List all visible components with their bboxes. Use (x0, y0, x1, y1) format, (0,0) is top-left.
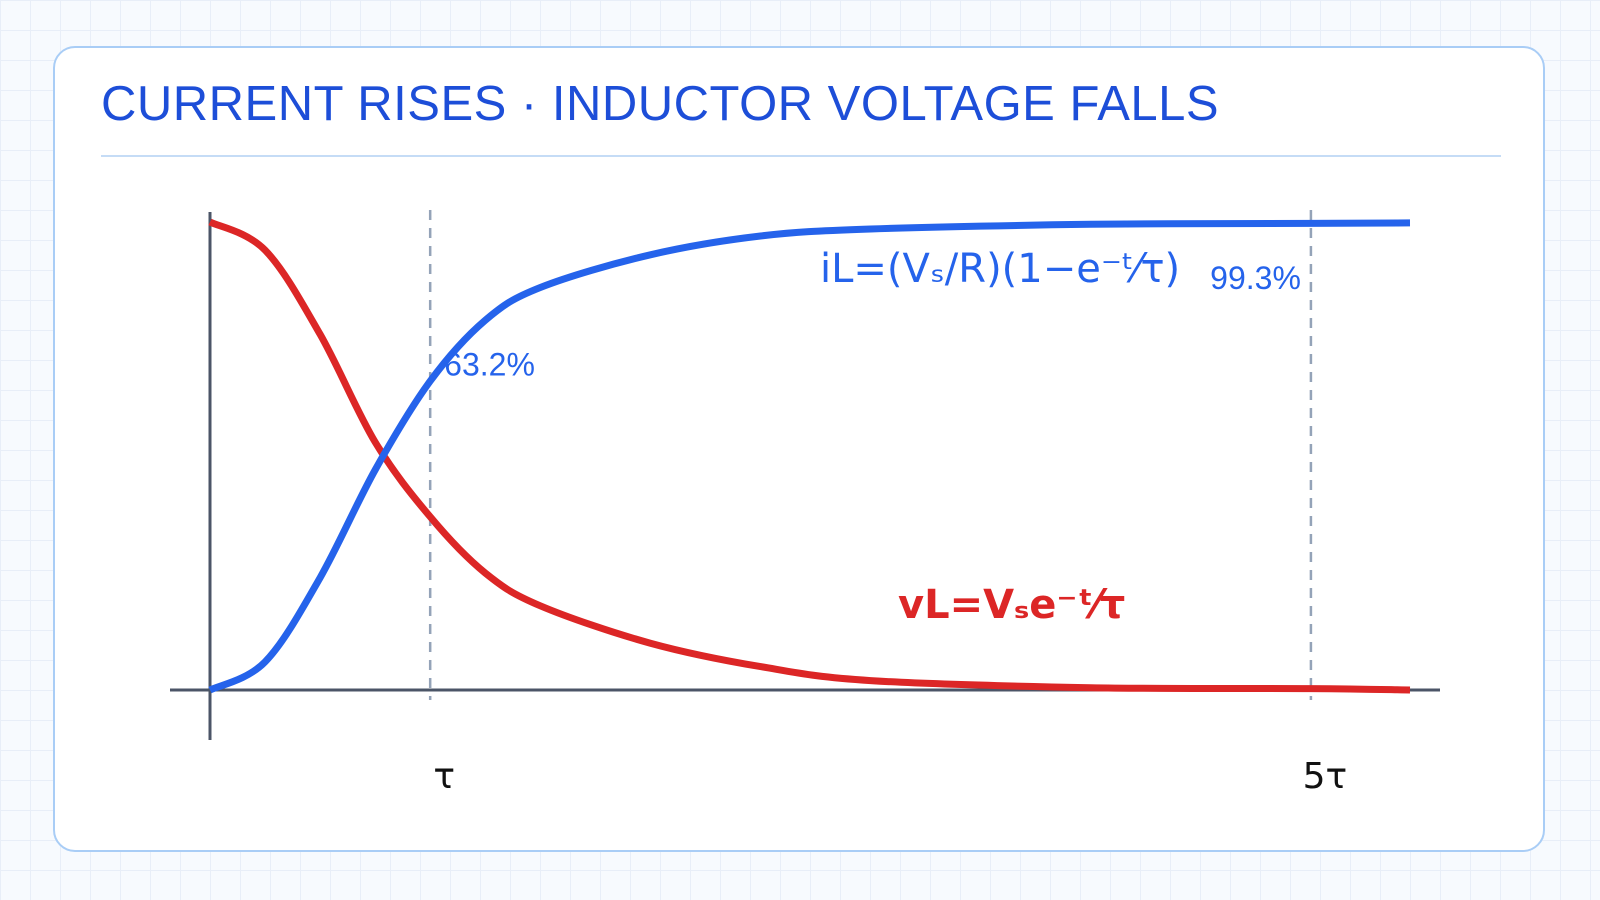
annotations: 63.2% 99.3% (444, 260, 1301, 383)
x-tick-label: 5τ (1303, 756, 1348, 797)
annotation-label: 99.3% (1210, 260, 1301, 296)
x-tick-label: τ (433, 756, 455, 797)
series-lines (208, 218, 1411, 694)
voltage-series-label: vL=Vₛe⁻ᵗ⁄τ (898, 582, 1125, 628)
annotation-label: 63.2% (444, 346, 535, 382)
current-curve (208, 219, 1411, 694)
chart-card: CURRENT RISES · INDUCTOR VOLTAGE FALLS (53, 46, 1545, 852)
time-constant-markers (428, 210, 1313, 700)
chart-title: CURRENT RISES · INDUCTOR VOLTAGE FALLS (101, 77, 1220, 131)
title-divider (101, 155, 1501, 157)
x-tick-labels: τ 5τ (433, 756, 1347, 797)
current-series-label: iL=(Vₛ/R)(1−e⁻ᵗ⁄τ) (820, 246, 1180, 292)
voltage-curve (208, 218, 1411, 694)
series-labels: iL=(Vₛ/R)(1−e⁻ᵗ⁄τ) vL=Vₛe⁻ᵗ⁄τ (820, 246, 1180, 628)
